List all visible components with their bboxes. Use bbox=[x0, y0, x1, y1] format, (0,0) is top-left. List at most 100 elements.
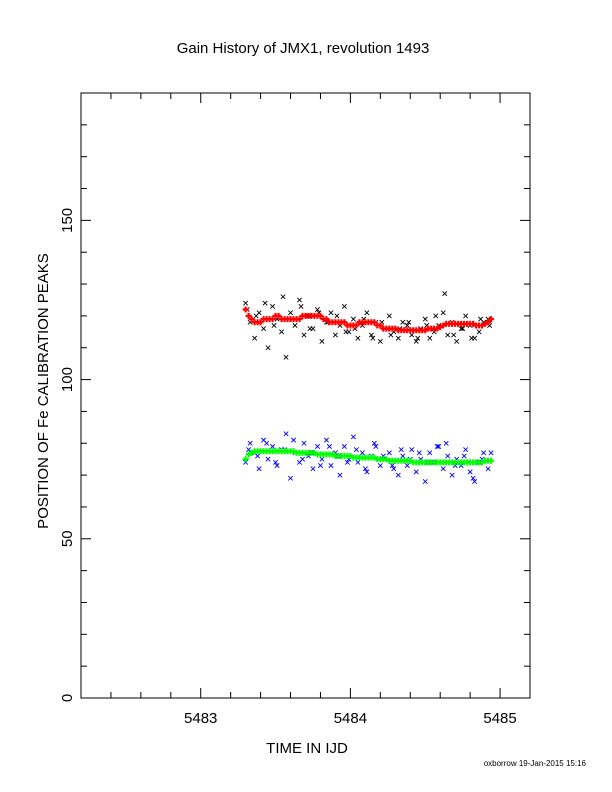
data-point bbox=[463, 447, 469, 453]
data-point bbox=[427, 450, 433, 456]
data-point bbox=[406, 319, 412, 325]
y-axis-label: POSITION OF Fe CALIBRATION PEAKS bbox=[35, 253, 52, 529]
data-point bbox=[395, 472, 401, 478]
data-point bbox=[298, 303, 304, 309]
data-point bbox=[353, 447, 359, 453]
data-point bbox=[380, 453, 386, 459]
data-point bbox=[242, 456, 249, 463]
data-point bbox=[261, 326, 267, 332]
data-point bbox=[326, 443, 332, 449]
data-point bbox=[409, 332, 415, 338]
data-point bbox=[323, 437, 329, 443]
data-point bbox=[469, 335, 475, 341]
data-point bbox=[449, 472, 455, 478]
data-point bbox=[334, 313, 340, 319]
data-point bbox=[445, 332, 451, 338]
axis-tick-labels: 0 50 100 150 5483 5484 5485 bbox=[59, 208, 517, 727]
data-point bbox=[370, 335, 376, 341]
data-point bbox=[270, 303, 276, 309]
data-point bbox=[488, 450, 494, 456]
data-point bbox=[343, 329, 349, 335]
data-point bbox=[323, 316, 330, 323]
data-point bbox=[454, 338, 460, 344]
data-point bbox=[386, 450, 392, 456]
data-point bbox=[269, 316, 276, 323]
data-point bbox=[262, 300, 268, 306]
data-point bbox=[364, 469, 370, 475]
data-point bbox=[332, 332, 338, 338]
data-point bbox=[404, 322, 410, 328]
data-point bbox=[391, 466, 397, 472]
data-point bbox=[400, 453, 406, 459]
data-point bbox=[328, 463, 334, 469]
y-tick-label: 0 bbox=[59, 694, 76, 702]
data-point bbox=[371, 440, 377, 446]
data-point bbox=[299, 456, 306, 462]
series-3 bbox=[242, 448, 495, 466]
data-point bbox=[422, 316, 428, 322]
data-point bbox=[301, 332, 307, 338]
data-point bbox=[283, 354, 289, 360]
data-point bbox=[481, 450, 487, 456]
data-point bbox=[307, 326, 313, 332]
data-point bbox=[388, 332, 394, 338]
data-points bbox=[242, 291, 495, 484]
x-tick-label: 5484 bbox=[334, 710, 367, 727]
series-1 bbox=[243, 431, 494, 484]
data-point bbox=[301, 440, 307, 446]
chart-title: Gain History of JMX1, revolution 1493 bbox=[177, 40, 430, 57]
data-point bbox=[288, 310, 294, 316]
data-point bbox=[245, 312, 252, 319]
data-point bbox=[415, 335, 421, 341]
data-point bbox=[400, 319, 406, 325]
data-point bbox=[314, 307, 320, 313]
y-tick-label: 150 bbox=[59, 208, 76, 233]
data-point bbox=[389, 463, 395, 469]
data-point bbox=[353, 322, 360, 329]
data-point bbox=[485, 319, 492, 326]
data-point bbox=[409, 447, 415, 453]
data-point bbox=[463, 313, 469, 319]
data-point bbox=[440, 466, 446, 472]
x-tick-label: 5483 bbox=[184, 710, 217, 727]
data-point bbox=[377, 322, 384, 329]
data-point bbox=[257, 319, 264, 326]
data-point bbox=[458, 326, 464, 332]
data-point bbox=[341, 443, 347, 449]
data-point bbox=[488, 457, 495, 464]
data-point bbox=[253, 313, 259, 319]
data-point bbox=[296, 316, 303, 323]
data-point bbox=[377, 338, 383, 344]
data-point bbox=[273, 459, 279, 465]
data-point bbox=[398, 447, 404, 453]
data-point bbox=[317, 463, 323, 469]
data-point bbox=[242, 306, 249, 313]
axis-ticks bbox=[80, 92, 531, 699]
data-point bbox=[472, 478, 478, 484]
data-point bbox=[350, 434, 356, 440]
data-point bbox=[328, 310, 334, 316]
data-point bbox=[247, 440, 253, 446]
data-point bbox=[355, 459, 361, 465]
data-point bbox=[434, 443, 440, 449]
data-point bbox=[248, 316, 255, 323]
data-point bbox=[256, 466, 262, 472]
data-point bbox=[445, 453, 451, 459]
data-point bbox=[275, 312, 282, 319]
data-point bbox=[271, 322, 277, 328]
data-point bbox=[413, 469, 419, 475]
data-point bbox=[362, 466, 368, 472]
data-point bbox=[371, 319, 378, 326]
data-point bbox=[413, 338, 419, 344]
data-point bbox=[436, 443, 442, 449]
data-point bbox=[442, 291, 448, 297]
data-point bbox=[264, 440, 270, 446]
data-point bbox=[243, 459, 249, 465]
data-point bbox=[255, 453, 261, 459]
x-tick-label: 5485 bbox=[483, 710, 516, 727]
data-point bbox=[341, 303, 347, 309]
data-point bbox=[478, 316, 484, 322]
data-point bbox=[337, 472, 343, 478]
data-point bbox=[440, 310, 446, 316]
